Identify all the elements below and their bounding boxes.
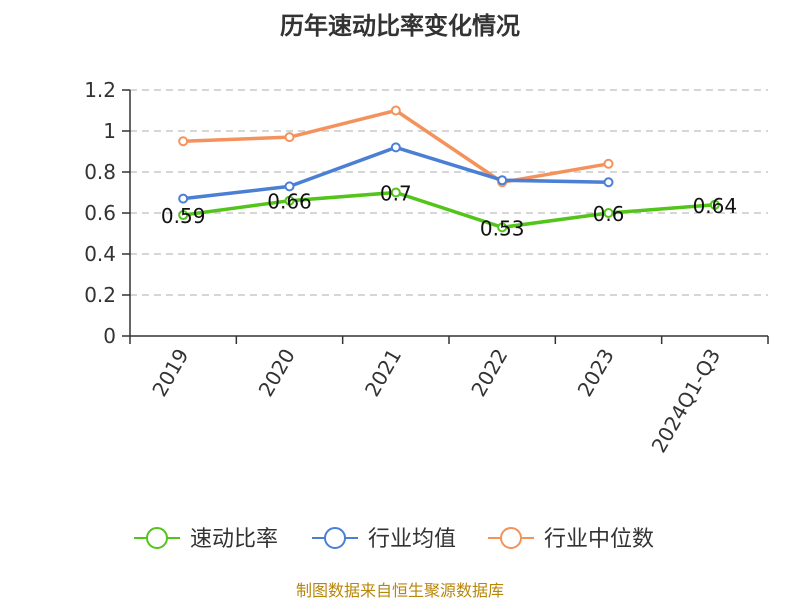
grid-lines — [130, 89, 768, 296]
data-point — [178, 210, 189, 221]
data-label: 0.64 — [693, 194, 738, 218]
x-tick-label: 2024Q1-Q3 — [646, 345, 725, 457]
data-point — [603, 158, 614, 169]
data-label: 0.59 — [161, 204, 206, 228]
data-label: 0.53 — [480, 216, 525, 240]
data-point — [709, 199, 720, 210]
data-point — [390, 142, 401, 153]
data-point — [284, 132, 295, 143]
y-tick-label: 1.2 — [84, 78, 116, 102]
x-tick-label: 2023 — [573, 345, 619, 401]
legend-label: 行业均值 — [368, 527, 456, 552]
x-tick-label: 2021 — [360, 345, 406, 401]
legend-marker — [500, 527, 522, 549]
legend: 速动比率 行业均值 行业中位数 — [134, 527, 654, 552]
y-tick-label: 0.6 — [84, 201, 116, 225]
data-point — [284, 181, 295, 192]
data-point — [390, 105, 401, 116]
legend-marker — [324, 527, 346, 549]
series-1 — [178, 142, 614, 204]
data-point — [178, 136, 189, 147]
y-tick-label: 0.2 — [84, 283, 116, 307]
series-0 — [178, 187, 720, 233]
y-tick-label: 0.4 — [84, 242, 116, 266]
chart-title: 历年速动比率变化情况 — [280, 12, 520, 40]
data-label: 0.66 — [267, 190, 312, 214]
x-tick-label: 2020 — [254, 345, 300, 401]
legend-label: 速动比率 — [190, 527, 278, 552]
x-tick-label: 2019 — [147, 345, 193, 401]
y-tick-label: 1 — [103, 119, 116, 143]
legend-item-2: 行业中位数 — [488, 527, 654, 552]
x-tick-label: 2022 — [466, 344, 512, 400]
legend-item-0: 速动比率 — [134, 527, 278, 552]
data-point — [497, 175, 508, 186]
data-point — [603, 208, 614, 218]
data-point — [178, 193, 189, 204]
data-point — [603, 177, 614, 188]
series-line — [182, 190, 715, 230]
x-axis-ticks: 2019 2020 2021 2022 2023 2024Q1-Q3 — [129, 336, 769, 457]
data-point — [284, 195, 295, 206]
data-point — [497, 222, 508, 233]
legend-item-1: 行业均值 — [312, 527, 456, 552]
legend-marker — [146, 527, 168, 549]
data-label: 0.7 — [380, 182, 412, 206]
source-note: 制图数据来自恒生聚源数据库 — [296, 581, 504, 600]
legend-label: 行业中位数 — [544, 527, 654, 552]
y-tick-label: 0.8 — [84, 160, 116, 184]
series-group: 0.59 0.66 0.7 0.53 0.6 0.64 — [161, 105, 738, 240]
data-label: 0.6 — [593, 202, 625, 226]
y-axis-ticks: 0 0.2 0.4 0.6 0.8 1 1.2 — [84, 78, 130, 348]
y-tick-label: 0 — [103, 324, 116, 348]
data-point — [390, 187, 401, 198]
